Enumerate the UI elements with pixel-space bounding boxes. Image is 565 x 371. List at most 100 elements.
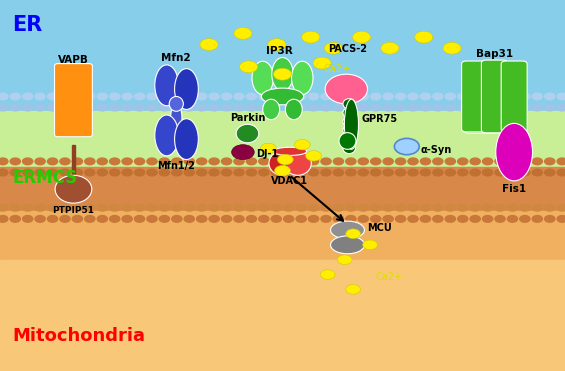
Circle shape (333, 216, 344, 222)
Circle shape (433, 204, 443, 211)
Circle shape (0, 158, 8, 165)
Circle shape (47, 204, 58, 211)
Circle shape (532, 158, 542, 165)
Ellipse shape (236, 124, 259, 143)
Circle shape (445, 158, 455, 165)
Circle shape (557, 204, 565, 211)
Circle shape (470, 169, 480, 176)
Ellipse shape (343, 99, 355, 109)
Circle shape (97, 204, 107, 211)
Circle shape (10, 93, 20, 100)
Ellipse shape (175, 119, 198, 160)
Circle shape (172, 169, 182, 176)
Circle shape (557, 158, 565, 165)
Circle shape (134, 204, 145, 211)
Circle shape (445, 169, 455, 176)
FancyBboxPatch shape (339, 231, 356, 244)
Circle shape (97, 169, 107, 176)
Circle shape (246, 104, 257, 111)
Circle shape (520, 169, 530, 176)
Circle shape (483, 169, 493, 176)
Circle shape (110, 169, 120, 176)
Ellipse shape (273, 147, 307, 155)
Circle shape (321, 158, 331, 165)
Text: Mfn2: Mfn2 (162, 53, 191, 63)
Circle shape (147, 158, 157, 165)
Circle shape (147, 93, 157, 100)
Circle shape (72, 104, 82, 111)
Circle shape (0, 93, 8, 100)
Circle shape (209, 204, 219, 211)
Circle shape (172, 204, 182, 211)
Circle shape (443, 42, 461, 54)
Circle shape (234, 204, 244, 211)
Circle shape (371, 158, 381, 165)
Circle shape (23, 158, 33, 165)
Bar (0, 211, 565, 371)
Circle shape (396, 158, 406, 165)
Circle shape (433, 93, 443, 100)
Circle shape (520, 204, 530, 211)
Circle shape (358, 216, 368, 222)
Circle shape (346, 216, 356, 222)
Ellipse shape (175, 69, 198, 109)
Circle shape (234, 27, 252, 39)
Circle shape (159, 93, 170, 100)
Circle shape (97, 93, 107, 100)
Circle shape (184, 93, 194, 100)
Circle shape (408, 204, 418, 211)
Circle shape (47, 169, 58, 176)
Circle shape (97, 104, 107, 111)
Circle shape (333, 104, 344, 111)
Circle shape (383, 216, 393, 222)
Circle shape (23, 216, 33, 222)
Circle shape (445, 93, 455, 100)
Circle shape (383, 169, 393, 176)
Circle shape (371, 204, 381, 211)
Circle shape (520, 93, 530, 100)
Circle shape (85, 93, 95, 100)
Text: PTPIP51: PTPIP51 (53, 206, 94, 215)
Ellipse shape (155, 115, 179, 156)
Circle shape (184, 169, 194, 176)
Circle shape (72, 204, 82, 211)
Circle shape (408, 158, 418, 165)
Circle shape (0, 216, 8, 222)
Circle shape (197, 169, 207, 176)
Ellipse shape (345, 99, 358, 149)
Circle shape (507, 204, 518, 211)
Circle shape (122, 158, 132, 165)
Circle shape (60, 104, 70, 111)
Circle shape (97, 216, 107, 222)
Circle shape (134, 169, 145, 176)
Circle shape (10, 204, 20, 211)
Text: Parkin: Parkin (230, 113, 265, 123)
Circle shape (0, 104, 8, 111)
Circle shape (209, 216, 219, 222)
Circle shape (308, 104, 319, 111)
Circle shape (110, 204, 120, 211)
Circle shape (358, 93, 368, 100)
Circle shape (221, 93, 232, 100)
Circle shape (259, 216, 269, 222)
Circle shape (197, 104, 207, 111)
Circle shape (346, 104, 356, 111)
Circle shape (495, 93, 505, 100)
Circle shape (271, 216, 281, 222)
Text: VAPB: VAPB (58, 55, 89, 65)
Circle shape (246, 158, 257, 165)
Circle shape (557, 169, 565, 176)
Circle shape (381, 42, 399, 54)
Circle shape (35, 93, 45, 100)
Circle shape (396, 93, 406, 100)
Circle shape (520, 158, 530, 165)
Circle shape (259, 104, 269, 111)
Circle shape (296, 169, 306, 176)
Circle shape (394, 138, 419, 155)
Circle shape (396, 204, 406, 211)
Circle shape (358, 169, 368, 176)
Circle shape (147, 169, 157, 176)
Ellipse shape (252, 61, 273, 95)
Circle shape (308, 204, 319, 211)
Circle shape (483, 104, 493, 111)
